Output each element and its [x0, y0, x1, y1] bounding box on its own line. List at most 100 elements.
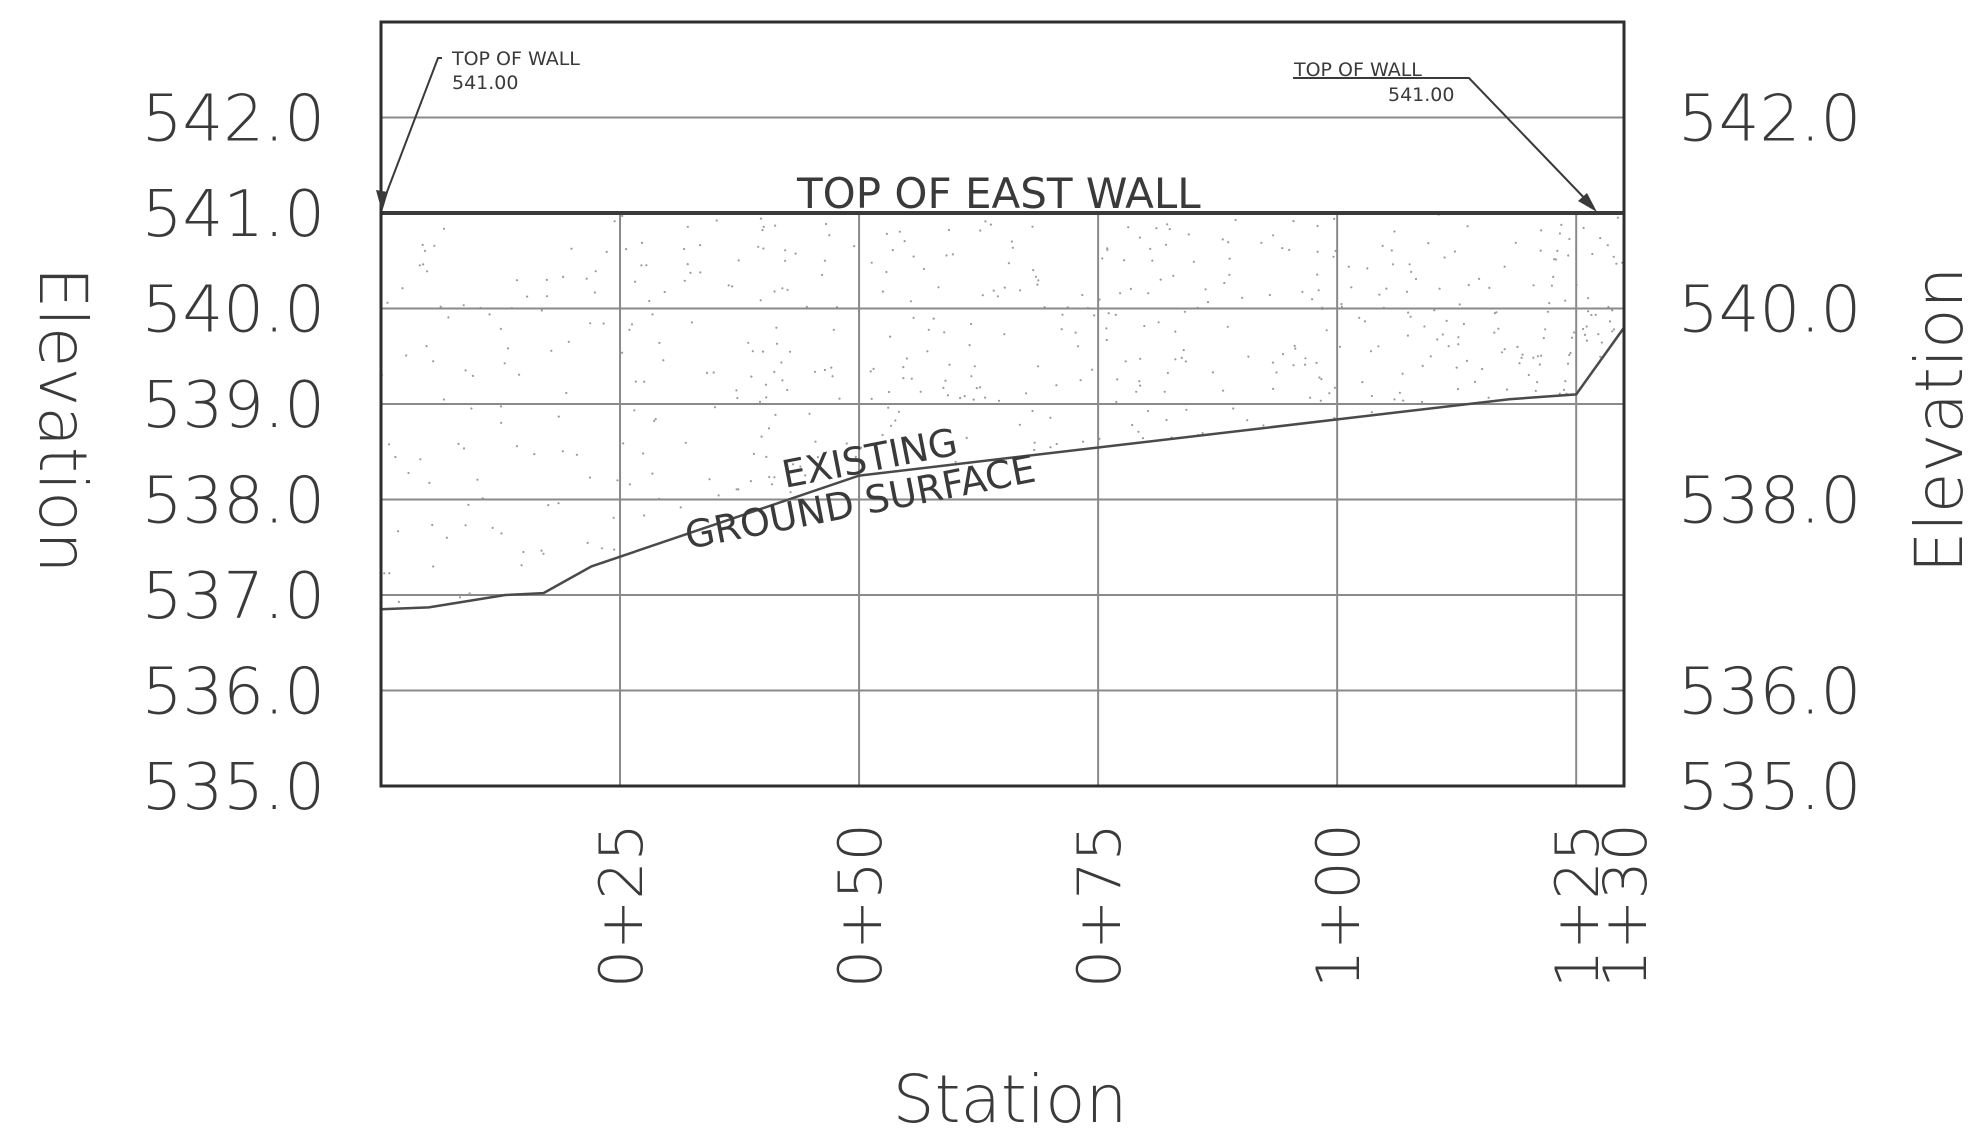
stipple-dot: [1164, 243, 1168, 246]
stipple-dot: [1381, 244, 1384, 247]
stipple-dot: [1420, 400, 1424, 404]
stipple-dot: [1316, 224, 1319, 228]
stipple-dot: [628, 483, 632, 486]
stipple-dot: [1268, 293, 1271, 297]
y-tick-label-left: 538.0: [142, 465, 325, 539]
x-tick-label: 1+30: [1591, 823, 1661, 988]
stipple-dot: [488, 313, 491, 316]
stipple-dot: [921, 446, 925, 449]
stipple-dot: [1055, 384, 1058, 387]
stipple-dot: [1611, 330, 1614, 333]
stipple-dot: [1340, 305, 1343, 308]
stipple-dot: [1019, 289, 1022, 292]
stipple-dot: [633, 409, 636, 412]
stipple-dot: [963, 395, 966, 398]
stipple-dot: [727, 284, 730, 287]
stipple-dot: [1127, 226, 1130, 229]
stipple-dot: [830, 366, 833, 369]
stipple-dot: [965, 436, 968, 439]
stipple-dot: [1567, 254, 1570, 257]
stipple-dot: [1564, 299, 1567, 302]
stipple-dot: [1427, 242, 1430, 245]
stipple-dot: [944, 379, 947, 382]
stipple-dot: [996, 295, 1000, 298]
stipple-dot: [1544, 328, 1547, 331]
stipple-dot: [1488, 286, 1491, 289]
stipple-dot: [1184, 360, 1187, 363]
stipple-dot: [1587, 297, 1590, 300]
stipple-dot: [1165, 418, 1168, 422]
stipple-dot: [735, 488, 738, 491]
stipple-dot: [684, 441, 687, 444]
stipple-dot: [570, 247, 573, 250]
stipple-dot: [1124, 360, 1127, 363]
stipple-dot: [1462, 322, 1465, 326]
stipple-dot: [1358, 316, 1361, 319]
stipple-dot: [423, 249, 426, 252]
stipple-dot: [651, 313, 654, 316]
stipple-dot: [1597, 333, 1600, 336]
stipple-dot: [1542, 337, 1545, 340]
stipple-dot: [1361, 381, 1364, 384]
stipple-dot: [1317, 289, 1320, 292]
stipple-dot: [1433, 309, 1436, 312]
stipple-dot: [816, 456, 820, 459]
stipple-dot: [870, 397, 873, 400]
stipple-dot: [1546, 310, 1549, 313]
stipple-dot: [1570, 336, 1574, 339]
stipple-dot: [1081, 293, 1084, 297]
stipple-dot: [808, 412, 811, 415]
stipple-dot: [1183, 310, 1186, 313]
stipple-dot: [600, 547, 604, 550]
stipple-dot: [751, 350, 754, 353]
stipple-dot: [503, 362, 506, 365]
stipple-dot: [860, 446, 863, 449]
stipple-dot: [761, 229, 764, 232]
stipple-dot: [813, 370, 817, 373]
stipple-dot: [1076, 345, 1080, 348]
stipple-dot: [612, 516, 615, 519]
stipple-dot: [1107, 312, 1110, 315]
stipple-dot: [397, 530, 400, 533]
stipple-dot: [1436, 338, 1439, 341]
stipple-dot: [1478, 277, 1481, 280]
stipple-dot: [1049, 446, 1052, 449]
x-axis-title: Station: [893, 1061, 1128, 1131]
stipple-dot: [1221, 238, 1224, 241]
y-axis-title-right: Elevation: [1901, 267, 1969, 574]
stipple-dot: [788, 350, 792, 353]
stipple-dot: [1582, 226, 1585, 229]
stipple-dot: [979, 229, 982, 232]
stipple-dot: [642, 452, 645, 455]
stipple-dot: [1453, 250, 1456, 253]
stipple-dot: [634, 280, 637, 283]
stipple-dot: [1246, 419, 1249, 422]
stipple-dot: [515, 445, 519, 448]
stipple-dot: [1401, 372, 1404, 375]
stipple-dot: [1091, 368, 1094, 371]
stipple-dot: [1079, 379, 1082, 382]
stipple-dot: [1370, 394, 1373, 398]
stipple-dot: [1031, 409, 1034, 413]
stipple-dot: [533, 453, 536, 456]
stipple-dot: [1615, 262, 1618, 265]
stipple-dot: [699, 244, 702, 247]
stipple-dot: [418, 264, 421, 267]
stipple-dot: [1407, 311, 1410, 314]
stipple-dot: [951, 253, 955, 256]
stipple-dot: [1455, 366, 1458, 369]
stipple-dot: [927, 328, 930, 331]
stipple-dot: [648, 299, 651, 303]
stipple-dot: [1564, 380, 1567, 383]
stipple-dot: [499, 405, 503, 408]
stipple-dot: [765, 455, 768, 458]
stipple-dot: [762, 225, 765, 228]
stipple-dot: [613, 548, 616, 551]
stipple-dot: [542, 552, 545, 555]
stipple-dot: [747, 341, 750, 344]
stipple-dot: [471, 374, 474, 377]
stipple-dot: [1232, 407, 1235, 410]
y-axis-right: 535.0 536.0 538.0 540.0 542.0: [1678, 83, 1861, 826]
stipple-dot: [1616, 216, 1619, 219]
annotation-left-wall: TOP OF WALL 541.00: [376, 48, 580, 212]
